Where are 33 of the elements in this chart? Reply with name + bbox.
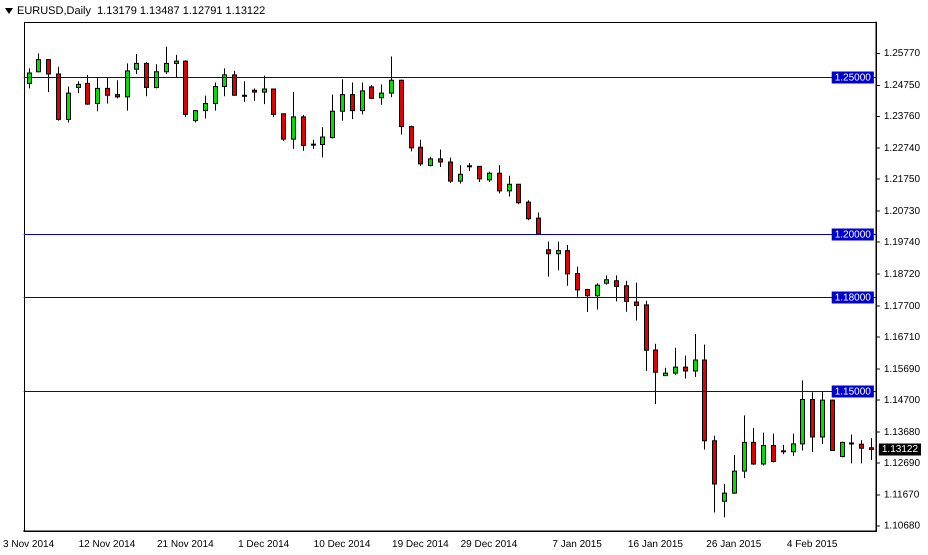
x-tick-label: 29 Dec 2014 bbox=[460, 538, 518, 550]
y-tick-label: 1.24750 bbox=[884, 80, 920, 92]
x-tick-label: 21 Nov 2014 bbox=[156, 538, 214, 550]
x-tick-label: 3 Nov 2014 bbox=[3, 538, 55, 550]
y-tick-label: 1.18720 bbox=[884, 268, 920, 280]
y-tick-label: 1.25770 bbox=[884, 48, 920, 60]
x-tick-label: 26 Jan 2015 bbox=[706, 538, 762, 550]
ref-line-label: 1.18000 bbox=[834, 292, 872, 304]
y-tick-label: 1.19740 bbox=[884, 236, 920, 248]
ref-line-label: 1.20000 bbox=[834, 229, 872, 240]
ref-line-label: 1.15000 bbox=[834, 386, 872, 398]
x-tick-label: 16 Jan 2015 bbox=[628, 538, 684, 550]
y-tick-label: 1.14700 bbox=[884, 394, 920, 406]
y-tick-label: 1.11670 bbox=[884, 490, 920, 501]
y-tick-label: 1.20730 bbox=[884, 206, 920, 217]
x-tick-label: 4 Feb 2015 bbox=[786, 538, 838, 550]
y-tick-label: 1.23760 bbox=[884, 111, 920, 122]
y-tick-label: 1.21750 bbox=[884, 174, 920, 185]
ref-line-label: 1.25000 bbox=[834, 72, 872, 84]
y-tick-label: 1.15690 bbox=[884, 364, 920, 375]
y-tick-label: 1.13680 bbox=[884, 426, 920, 438]
y-tick-label: 1.16710 bbox=[884, 332, 920, 343]
y-tick-label: 1.10680 bbox=[884, 520, 920, 532]
text: 1.13122 bbox=[882, 444, 918, 456]
y-tick-label: 1.12690 bbox=[884, 458, 920, 469]
x-tick-label: 1 Dec 2014 bbox=[238, 538, 290, 550]
x-tick-label: 10 Dec 2014 bbox=[314, 538, 371, 550]
x-tick-label: 19 Dec 2014 bbox=[392, 538, 450, 550]
chart-title: EURUSD,Daily 1.13179 1.13487 1.12791 1.13122 bbox=[17, 5, 266, 18]
y-tick-label: 1.22740 bbox=[884, 142, 920, 154]
x-tick-label: 7 Jan 2015 bbox=[552, 538, 602, 550]
y-tick-label: 1.17700 bbox=[884, 300, 920, 312]
x-tick-label: 12 Nov 2014 bbox=[78, 538, 136, 550]
